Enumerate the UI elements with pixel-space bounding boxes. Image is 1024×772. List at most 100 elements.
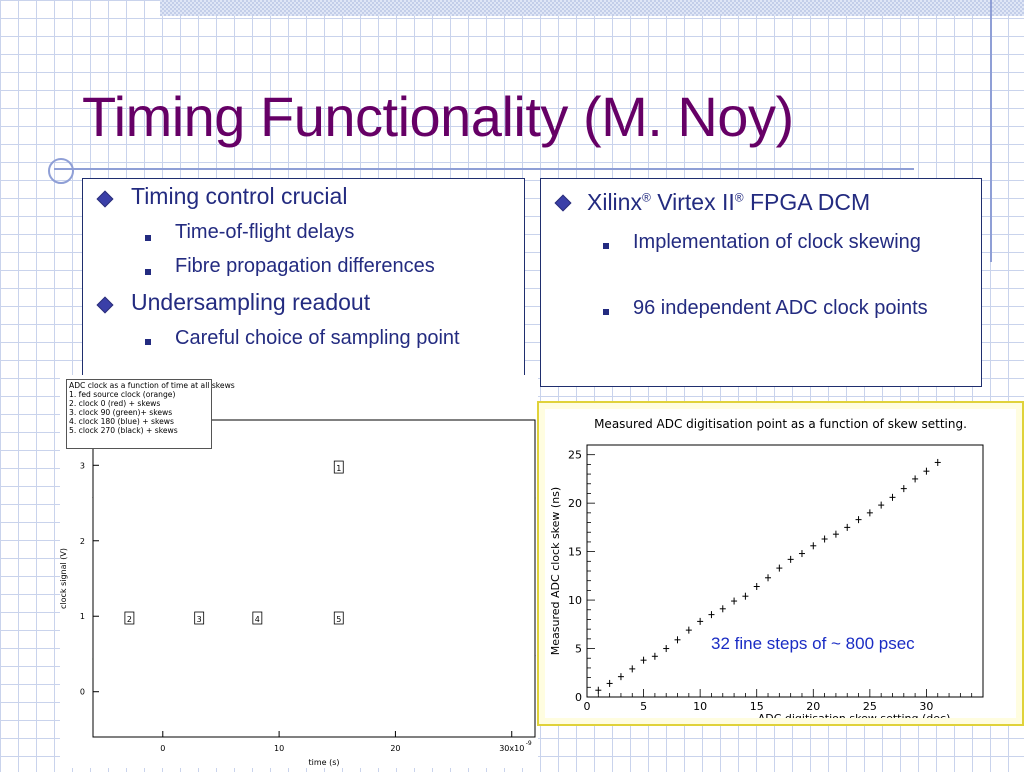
y-axis-label: Measured ADC clock skew (ns) — [549, 487, 562, 655]
legend-entry: 3. clock 90 (green)+ skews — [69, 408, 173, 418]
bullet-timing-control: Timing control crucial — [131, 183, 348, 209]
chart-annotation: 32 fine steps of ~ 800 psec — [711, 634, 915, 653]
square-bullet-icon — [145, 235, 151, 241]
marker-label-5: 5 — [336, 615, 341, 624]
chart-title: Measured ADC digitisation point as a fun… — [594, 417, 967, 431]
y-tick-label: 0 — [80, 688, 85, 697]
marker-label-1: 1 — [336, 464, 341, 473]
legend-entry: 4. clock 180 (blue) + skews — [69, 417, 174, 427]
marker-box — [252, 611, 263, 625]
square-bullet-icon — [145, 339, 151, 345]
sub-bullet-fibre: Fibre propagation differences — [175, 255, 435, 277]
y-tick-label: 25 — [568, 449, 582, 462]
data-point — [765, 574, 772, 582]
data-point — [900, 485, 907, 493]
clock-waveform-svg: 0 1 2 3 0 10 20 30x10-9 time (s) clock signal (V)… — [59, 419, 536, 767]
virtex-text: Virtex II — [650, 189, 735, 215]
sub-bullet-tof: Time-of-flight delays — [175, 221, 355, 243]
sub-bullet-clock-skewing: Implementation of clock skewing — [633, 231, 921, 253]
marker-label-3: 3 — [197, 615, 202, 624]
data-point — [731, 597, 738, 605]
reg-mark: ® — [641, 190, 651, 205]
chart-legend: ADC clock as a function of time at all s… — [66, 379, 235, 449]
xilinx-text: Xilinx — [587, 189, 642, 215]
bullet-undersampling: Undersampling readout — [131, 289, 371, 315]
data-point — [674, 636, 681, 644]
marker-box — [333, 460, 344, 474]
legend-entry: 5. clock 270 (black) + skews — [69, 426, 178, 436]
data-point — [798, 550, 805, 558]
square-bullet-icon — [603, 309, 609, 315]
y-tick-label: 5 — [575, 643, 582, 656]
sub-bullet-sampling-point: Careful choice of sampling point — [175, 327, 460, 349]
y-tick-label: 15 — [568, 546, 582, 559]
x-exponent-label: -9 — [526, 740, 532, 747]
data-point — [912, 475, 919, 483]
clock-waveform-chart: 0 1 2 3 0 10 20 30x10 -9 time (s) clock signal (V)… — [59, 375, 538, 768]
marker-label-2: 2 — [127, 615, 132, 624]
x-tick-label: 10 — [693, 700, 707, 713]
data-point — [629, 665, 636, 673]
x-tick-label: 30 — [919, 700, 933, 713]
legend-title: ADC clock as a function of time at all s… — [69, 381, 235, 390]
plot-area-frame — [92, 419, 536, 738]
y-axis-label: clock signal (V) — [60, 548, 68, 609]
x-tick-label: 15 — [750, 700, 764, 713]
x-tick-label: 5 — [640, 700, 647, 713]
data-point — [821, 535, 828, 543]
data-point — [810, 542, 817, 550]
header-pattern-bar — [160, 0, 1024, 16]
crosshair-decor-icon — [48, 158, 74, 184]
bullet-xilinx: Xilinx® Virtex II® FPGA DCM — [587, 189, 870, 216]
plot-area-frame — [586, 444, 984, 698]
left-bullet-panel: Timing control crucial Time-of-flight de… — [82, 178, 525, 387]
data-point — [923, 467, 930, 475]
legend-entry: 2. clock 0 (red) + skews — [69, 399, 161, 409]
data-point — [697, 617, 704, 625]
slide-title: Timing Functionality (M. Noy) — [82, 85, 794, 148]
data-point — [866, 509, 873, 517]
title-underline — [54, 168, 914, 170]
y-tick-label: 0 — [575, 691, 582, 704]
adc-chart-svg: 0510152025300510152025ADC digitisation s… — [549, 444, 984, 718]
right-bullet-panel: Xilinx® Virtex II® FPGA DCM Implementati… — [540, 178, 982, 387]
data-point — [742, 592, 749, 600]
data-point — [878, 501, 885, 509]
diamond-bullet-icon — [96, 296, 114, 314]
adc-skew-chart: Measured ADC digitisation point as a fun… — [537, 401, 1024, 726]
data-point — [787, 555, 794, 563]
y-tick-label: 10 — [568, 594, 582, 607]
fpga-text: FPGA DCM — [743, 189, 871, 215]
square-bullet-icon — [145, 269, 151, 275]
data-point — [651, 652, 658, 660]
data-point — [617, 673, 624, 681]
x-tick-label: 20 — [390, 744, 400, 753]
x-tick-label: 30x10 — [499, 744, 524, 753]
x-tick-label: 20 — [806, 700, 820, 713]
data-point — [685, 626, 692, 634]
data-point — [708, 611, 715, 619]
x-axis-label: time (s) — [308, 758, 339, 767]
data-point — [832, 530, 839, 538]
x-tick-label: 10 — [274, 744, 284, 753]
data-point — [844, 523, 851, 531]
x-tick-label: 0 — [584, 700, 591, 713]
data-point — [776, 564, 783, 572]
data-point — [606, 679, 613, 687]
marker-box — [333, 611, 344, 625]
y-tick-label: 2 — [80, 537, 85, 546]
data-point — [889, 493, 896, 501]
marker-label-4: 4 — [255, 615, 260, 624]
diamond-bullet-icon — [96, 190, 114, 208]
sub-bullet-adc-points: 96 independent ADC clock points — [633, 297, 928, 319]
diamond-bullet-icon — [554, 194, 572, 212]
x-axis-label: ADC digitisation skew setting (dec) — [758, 712, 951, 718]
data-point — [640, 656, 647, 664]
adc-chart-canvas: Measured ADC digitisation point as a fun… — [545, 409, 1016, 718]
data-point — [934, 458, 941, 466]
data-point — [595, 686, 602, 694]
legend-entry: 1. fed source clock (orange) — [69, 390, 176, 400]
reg-mark: ® — [734, 190, 744, 205]
y-tick-label: 3 — [80, 461, 85, 470]
vertical-decor-line — [990, 0, 992, 262]
